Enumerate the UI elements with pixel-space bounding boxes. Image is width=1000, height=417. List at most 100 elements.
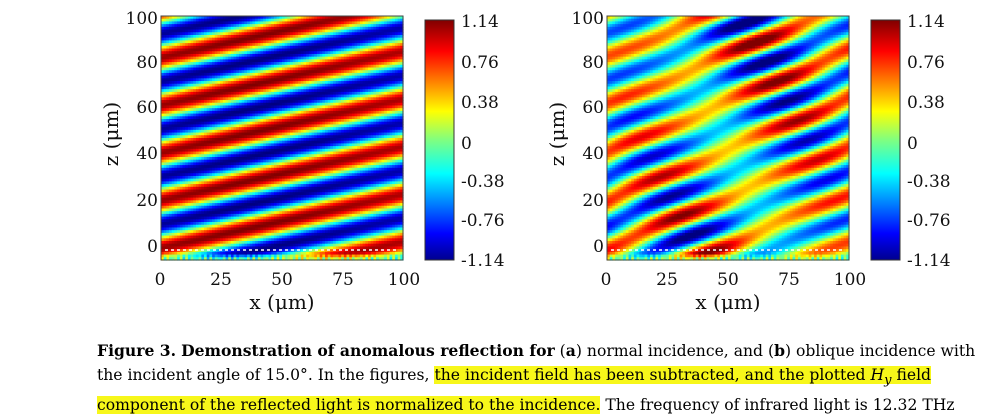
heatmap-cell	[236, 165, 240, 169]
heatmap-cell	[273, 159, 278, 163]
heatmap-cell	[163, 154, 167, 158]
heatmap-cell	[163, 26, 167, 31]
heatmap-cell	[325, 45, 329, 50]
heatmap-cell	[249, 40, 254, 44]
heatmap-cell	[349, 129, 353, 134]
heatmap-cell	[311, 151, 315, 155]
heatmap-cell	[314, 113, 318, 117]
heatmap-cell	[381, 89, 385, 93]
heatmap-cell	[201, 86, 205, 90]
heatmap-cell	[386, 156, 391, 161]
heatmap-cell	[273, 51, 278, 55]
heatmap-cell	[225, 138, 229, 142]
heatmap-cell	[271, 102, 275, 107]
heatmap-cell	[343, 119, 348, 123]
heatmap-cell	[290, 26, 294, 31]
heatmap-cell	[222, 135, 227, 139]
heatmap-cell	[397, 100, 401, 104]
heatmap-cell	[373, 89, 377, 93]
heatmap-cell	[238, 138, 243, 142]
heatmap-cell	[230, 64, 235, 69]
heatmap-cell	[222, 138, 227, 142]
heatmap-cell	[330, 67, 334, 71]
heatmap-cell	[179, 121, 184, 126]
heatmap-cell	[384, 72, 388, 77]
heatmap-cell	[314, 70, 318, 74]
heatmap-cell	[225, 94, 229, 98]
heatmap-cell	[171, 21, 176, 25]
heatmap-cell	[389, 59, 393, 63]
heatmap-cell	[333, 127, 337, 131]
heatmap-cell	[325, 116, 329, 120]
heatmap-cell	[368, 72, 372, 77]
heatmap-cell	[193, 143, 197, 147]
heatmap-cell	[265, 132, 270, 136]
heatmap-cell	[268, 154, 272, 158]
heatmap-cell	[295, 129, 299, 134]
heatmap-cell	[295, 119, 299, 123]
heatmap-cell	[325, 51, 329, 55]
heatmap-cell	[214, 32, 219, 36]
heatmap-cell	[238, 32, 243, 36]
heatmap-cell	[303, 105, 307, 109]
heatmap-cell	[370, 135, 375, 139]
heatmap-cell	[185, 108, 189, 112]
heatmap-cell	[330, 91, 334, 96]
heatmap-cell	[376, 53, 380, 58]
heatmap-cell	[212, 43, 216, 47]
heatmap-cell	[384, 162, 388, 166]
heatmap-cell	[182, 94, 186, 98]
heatmap-cell	[279, 102, 283, 107]
heatmap-cell	[268, 97, 272, 101]
heatmap-cell	[257, 159, 262, 163]
heatmap-cell	[346, 89, 350, 93]
heatmap-cell	[292, 75, 297, 79]
heatmap-cell	[346, 143, 350, 147]
heatmap-cell	[322, 70, 326, 74]
heatmap-cell	[276, 97, 280, 101]
heatmap-cell	[400, 78, 404, 82]
heatmap-cell	[327, 105, 331, 109]
heatmap-cell	[389, 154, 393, 158]
heatmap-cell	[306, 43, 310, 47]
heatmap-cell	[357, 18, 361, 23]
heatmap-cell	[381, 40, 385, 44]
heatmap-cell	[373, 53, 377, 58]
heatmap-cell	[252, 26, 256, 31]
heatmap-cell	[174, 135, 178, 139]
heatmap-cell	[263, 59, 267, 63]
heatmap-cell	[209, 119, 213, 123]
heatmap-cell	[169, 53, 173, 58]
heatmap-cell	[376, 162, 380, 166]
heatmap-cell	[195, 121, 200, 126]
heatmap-cell	[365, 162, 369, 166]
heatmap-cell	[244, 124, 248, 128]
heatmap-cell	[284, 132, 288, 136]
heatmap-cell	[255, 135, 259, 139]
heatmap-cell	[378, 97, 383, 101]
heatmap-cell	[333, 151, 337, 155]
heatmap-cell	[333, 159, 337, 163]
heatmap-cell	[354, 91, 358, 96]
heatmap-cell	[290, 83, 294, 88]
heatmap-cell	[341, 156, 345, 161]
heatmap-cell	[244, 154, 248, 158]
heatmap-cell	[306, 75, 310, 79]
heatmap-cell	[201, 146, 205, 150]
heatmap-cell	[260, 70, 264, 74]
heatmap-cell	[249, 53, 254, 58]
heatmap-cell	[351, 119, 356, 123]
heatmap-cell	[222, 148, 227, 153]
heatmap-cell	[241, 127, 245, 131]
heatmap-cell	[292, 26, 297, 31]
heatmap-cell	[244, 43, 248, 47]
heatmap-cell	[316, 108, 321, 112]
heatmap-cell	[298, 26, 302, 31]
heatmap-cell	[351, 116, 356, 120]
heatmap-cell	[386, 24, 391, 28]
heatmap-cell	[306, 40, 310, 44]
heatmap-cell	[279, 151, 283, 155]
heatmap-cell	[389, 37, 393, 41]
heatmap-cell	[386, 121, 391, 126]
heatmap-cell	[365, 18, 369, 23]
